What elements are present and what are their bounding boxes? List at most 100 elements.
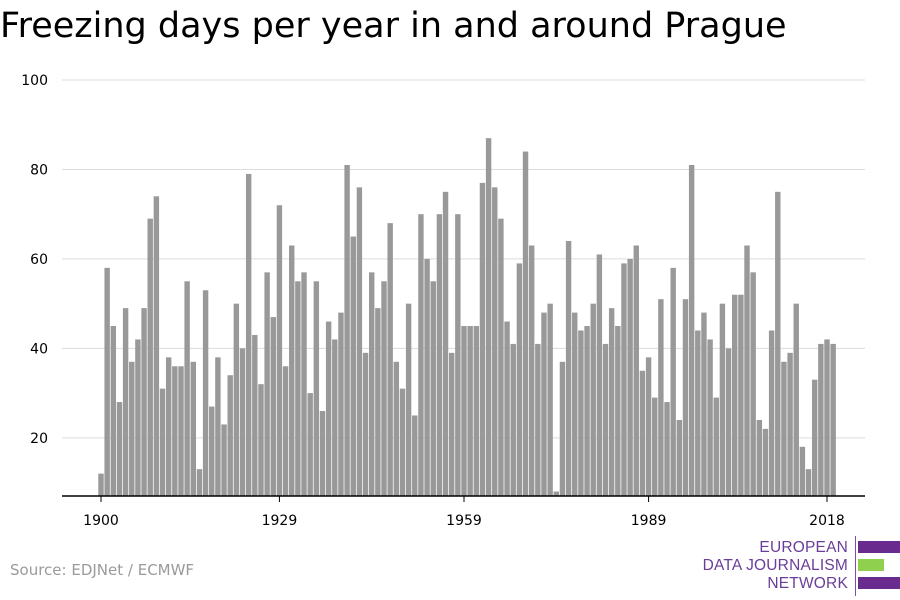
bar-1942[interactable] — [356, 187, 363, 496]
bar-1977[interactable] — [572, 312, 578, 496]
bar-1966[interactable] — [504, 321, 510, 496]
bar-1953[interactable] — [424, 258, 430, 496]
bar-1920[interactable] — [221, 424, 227, 496]
bar-1933[interactable] — [301, 272, 307, 496]
bar-1997[interactable] — [695, 330, 701, 496]
bar-1955[interactable] — [436, 214, 443, 496]
bar-1978[interactable] — [578, 330, 584, 496]
bar-1985[interactable] — [621, 263, 627, 496]
bar-2005[interactable] — [744, 245, 750, 496]
bar-1994[interactable] — [676, 419, 683, 496]
bar-1969[interactable] — [522, 151, 529, 496]
bar-1991[interactable] — [658, 299, 664, 496]
bar-1932[interactable] — [295, 281, 301, 496]
bar-1963[interactable] — [485, 138, 492, 496]
bar-1973[interactable] — [547, 303, 553, 496]
bar-2009[interactable] — [768, 330, 775, 496]
bar-1986[interactable] — [627, 258, 633, 496]
bar-1979[interactable] — [584, 326, 590, 496]
bar-1935[interactable] — [313, 281, 320, 496]
bar-1940[interactable] — [344, 164, 350, 496]
bar-1925[interactable] — [252, 334, 258, 496]
bar-1960[interactable] — [467, 326, 473, 496]
bar-2018[interactable] — [824, 339, 830, 496]
bar-1914[interactable] — [184, 281, 190, 496]
bar-1910[interactable] — [159, 388, 166, 496]
bar-1981[interactable] — [596, 254, 603, 496]
bar-1954[interactable] — [430, 281, 436, 496]
bar-1938[interactable] — [332, 339, 338, 496]
bar-1961[interactable] — [473, 326, 480, 496]
bar-1956[interactable] — [442, 191, 449, 497]
bar-1941[interactable] — [350, 236, 356, 496]
bar-1926[interactable] — [258, 384, 264, 496]
bar-2007[interactable] — [756, 419, 763, 496]
bar-1903[interactable] — [116, 402, 123, 496]
bar-1989[interactable] — [645, 357, 652, 496]
bar-1916[interactable] — [196, 469, 203, 496]
bar-1951[interactable] — [412, 415, 418, 496]
bar-1944[interactable] — [369, 272, 375, 496]
bar-1937[interactable] — [325, 321, 332, 496]
bar-1930[interactable] — [282, 366, 289, 496]
bar-1923[interactable] — [239, 348, 246, 496]
bar-1980[interactable] — [590, 303, 596, 496]
bar-1929[interactable] — [276, 205, 283, 496]
bar-1972[interactable] — [541, 312, 547, 496]
bar-2006[interactable] — [750, 272, 756, 496]
bar-1990[interactable] — [652, 397, 658, 496]
bar-1936[interactable] — [319, 411, 326, 496]
bar-1900[interactable] — [98, 473, 104, 496]
bar-1947[interactable] — [387, 223, 393, 497]
bar-1958[interactable] — [455, 214, 461, 496]
bar-1945[interactable] — [375, 308, 381, 496]
bar-1957[interactable] — [448, 352, 455, 496]
edjnet-logo[interactable]: EUROPEAN DATA JOURNALISM NETWORK — [700, 536, 900, 596]
bar-1906[interactable] — [135, 339, 141, 496]
bar-1959[interactable] — [461, 326, 467, 496]
bar-2002[interactable] — [725, 348, 732, 496]
bar-1907[interactable] — [141, 308, 147, 496]
bar-1931[interactable] — [289, 245, 295, 496]
bar-1952[interactable] — [418, 214, 424, 496]
bar-1909[interactable] — [153, 196, 160, 496]
bar-1962[interactable] — [479, 182, 486, 496]
bar-1971[interactable] — [535, 343, 541, 496]
bar-2000[interactable] — [713, 397, 719, 496]
bar-1982[interactable] — [602, 343, 609, 496]
bar-1976[interactable] — [565, 241, 572, 496]
bar-1996[interactable] — [688, 164, 695, 496]
bar-1934[interactable] — [307, 393, 313, 496]
bar-2004[interactable] — [738, 294, 744, 496]
bar-1968[interactable] — [516, 263, 523, 496]
bar-1922[interactable] — [233, 303, 240, 496]
bar-1905[interactable] — [129, 361, 135, 496]
bar-2013[interactable] — [793, 303, 799, 496]
bar-2010[interactable] — [775, 191, 781, 497]
bar-2019[interactable] — [830, 343, 836, 496]
bar-2001[interactable] — [719, 303, 726, 496]
bar-1967[interactable] — [510, 343, 516, 496]
bar-1911[interactable] — [165, 357, 172, 496]
bar-2008[interactable] — [762, 428, 769, 496]
bar-1965[interactable] — [498, 218, 504, 496]
bar-1964[interactable] — [492, 187, 498, 496]
bar-1928[interactable] — [270, 317, 276, 496]
bar-1974[interactable] — [553, 491, 559, 496]
bar-2016[interactable] — [811, 379, 818, 496]
bar-1975[interactable] — [559, 361, 566, 496]
bar-1927[interactable] — [264, 272, 270, 496]
bar-1939[interactable] — [338, 312, 344, 496]
bar-2003[interactable] — [732, 294, 738, 496]
bar-1943[interactable] — [362, 352, 369, 496]
bar-1912[interactable] — [172, 366, 178, 496]
bar-1919[interactable] — [215, 357, 221, 496]
bar-2017[interactable] — [818, 343, 824, 496]
bar-1921[interactable] — [227, 375, 233, 496]
bar-2015[interactable] — [805, 469, 812, 496]
bar-1998[interactable] — [701, 312, 707, 496]
bar-1902[interactable] — [110, 326, 117, 496]
bar-1908[interactable] — [147, 218, 153, 496]
bar-1924[interactable] — [245, 173, 252, 496]
bar-1984[interactable] — [615, 326, 621, 496]
